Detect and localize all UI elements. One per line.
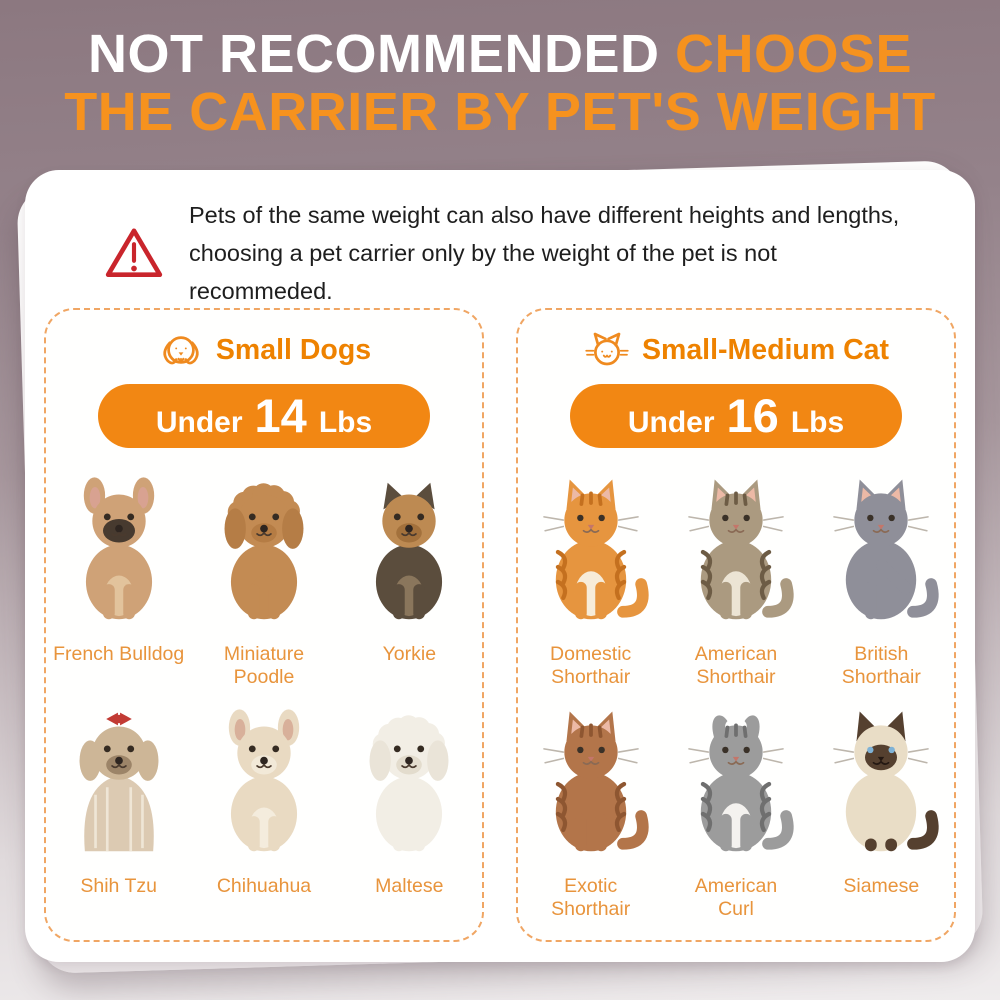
cats-badge-suffix: Lbs bbox=[790, 406, 845, 439]
pet-cell-miniature-poodle: Miniature Poodle bbox=[191, 460, 336, 692]
warning-line2: choosing a pet carrier only by the weigh… bbox=[189, 240, 777, 305]
pet-image-shih-tzu bbox=[79, 712, 159, 852]
pet-label-domestic-shorthair: Domestic Shorthair bbox=[550, 643, 632, 688]
cats-badge-prefix: Under bbox=[627, 406, 715, 439]
pet-cell-maltese: Maltese bbox=[337, 692, 482, 924]
pet-image-maltese bbox=[369, 715, 449, 852]
warning-line1: Pets of the same weight can also have di… bbox=[189, 202, 900, 228]
warning-triangle-icon bbox=[105, 228, 163, 278]
title-line2: THE CARRIER BY PET'S WEIGHT bbox=[64, 81, 936, 142]
pet-cell-british-shorthair: British Shorthair bbox=[809, 460, 954, 692]
dogs-badge-prefix: Under bbox=[155, 406, 243, 439]
page-title: NOT RECOMMENDED CHOOSE THE CARRIER BY PE… bbox=[0, 24, 1000, 142]
cats-weight-badge: Under 16 Lbs bbox=[570, 384, 902, 448]
pet-cell-shih-tzu: Shih Tzu bbox=[46, 692, 191, 924]
pet-image-miniature-poodle bbox=[224, 483, 304, 620]
pet-label-american-shorthair: American Shorthair bbox=[694, 643, 778, 688]
pet-label-yorkie: Yorkie bbox=[382, 643, 437, 665]
small-medium-cat-panel: Small-Medium Cat Under 16 Lbs Domestic S… bbox=[516, 308, 956, 942]
small-dogs-title: Small Dogs bbox=[215, 333, 372, 366]
title-line1-orange: CHOOSE bbox=[674, 24, 913, 84]
pet-label-shih-tzu: Shih Tzu bbox=[80, 875, 157, 897]
pet-label-siamese: Siamese bbox=[843, 875, 920, 897]
cat-face-icon bbox=[585, 332, 629, 366]
pet-image-american-shorthair bbox=[688, 479, 794, 620]
pet-cell-exotic-shorthair: Exotic Shorthair bbox=[518, 692, 663, 924]
pet-label-miniature-poodle: Miniature Poodle bbox=[223, 643, 305, 688]
cats-grid: Domestic Shorthair American Shorthair Brit… bbox=[518, 460, 954, 924]
dogs-grid: French Bulldog Miniature Poodle Yorkie Shih… bbox=[46, 460, 482, 924]
warning-banner: Pets of the same weight can also have di… bbox=[103, 196, 913, 310]
dogs-weight-badge: Under 14 Lbs bbox=[98, 384, 430, 448]
pet-cell-french-bulldog: French Bulldog bbox=[46, 460, 191, 692]
pet-label-french-bulldog: French Bulldog bbox=[53, 643, 185, 665]
pet-cell-chihuahua: Chihuahua bbox=[191, 692, 336, 924]
pet-image-siamese bbox=[833, 711, 939, 852]
small-medium-cat-title: Small-Medium Cat bbox=[641, 333, 890, 366]
pet-cell-american-shorthair: American Shorthair bbox=[663, 460, 808, 692]
title-line1: NOT RECOMMENDED CHOOSE bbox=[0, 24, 1000, 84]
pet-image-chihuahua bbox=[228, 709, 300, 852]
pet-label-british-shorthair: British Shorthair bbox=[841, 643, 921, 688]
pet-cell-siamese: Siamese bbox=[809, 692, 954, 924]
pet-image-american-curl bbox=[688, 715, 794, 852]
dogs-badge-value: 14 bbox=[254, 389, 307, 442]
pet-cell-american-curl: American Curl bbox=[663, 692, 808, 924]
pet-cell-yorkie: Yorkie bbox=[337, 460, 482, 692]
pet-image-yorkie bbox=[376, 482, 443, 620]
pet-image-exotic-shorthair bbox=[542, 711, 649, 852]
dogs-badge-suffix: Lbs bbox=[318, 406, 373, 439]
small-dogs-panel: Small Dogs Under 14 Lbs French Bulldog Mi… bbox=[44, 308, 484, 942]
category-panels: Small Dogs Under 14 Lbs French Bulldog Mi… bbox=[44, 308, 956, 942]
pet-image-british-shorthair bbox=[833, 479, 939, 620]
pet-label-american-curl: American Curl bbox=[694, 875, 778, 920]
warning-text: Pets of the same weight can also have di… bbox=[189, 196, 913, 310]
small-medium-cat-header: Small-Medium Cat bbox=[518, 327, 954, 373]
pet-image-domestic-shorthair bbox=[542, 479, 649, 620]
small-dogs-header: Small Dogs bbox=[46, 327, 482, 373]
pet-label-chihuahua: Chihuahua bbox=[216, 875, 312, 897]
title-line1-white: NOT RECOMMENDED bbox=[87, 24, 675, 84]
pet-label-exotic-shorthair: Exotic Shorthair bbox=[551, 875, 631, 920]
pet-label-maltese: Maltese bbox=[375, 875, 444, 897]
pet-cell-domestic-shorthair: Domestic Shorthair bbox=[518, 460, 663, 692]
dog-face-icon bbox=[163, 336, 199, 365]
cats-badge-value: 16 bbox=[726, 389, 779, 442]
pet-image-french-bulldog bbox=[83, 477, 154, 620]
info-card: Pets of the same weight can also have di… bbox=[25, 170, 975, 962]
